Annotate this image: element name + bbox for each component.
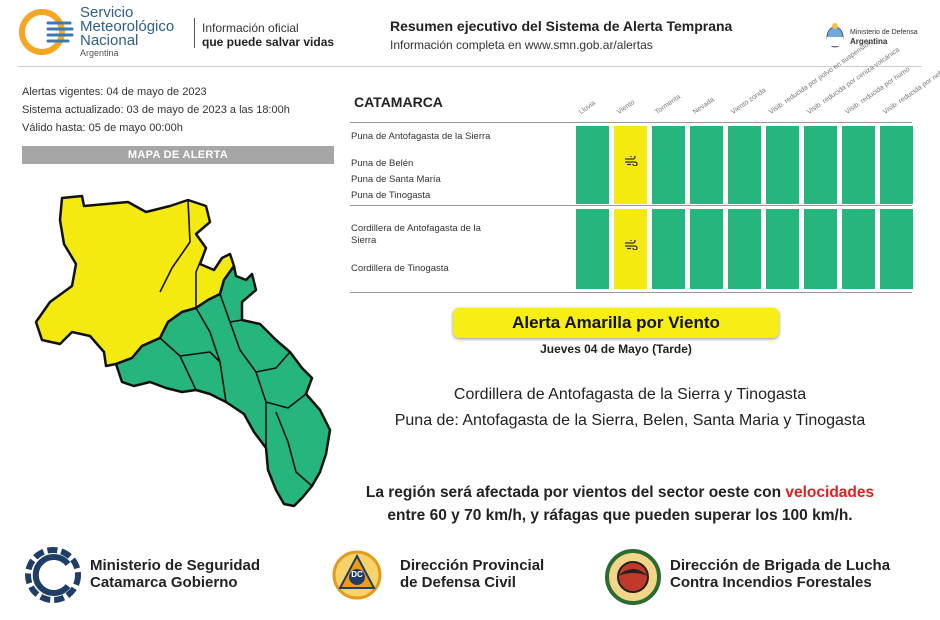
org-country: Argentina xyxy=(80,48,119,58)
alert-cell-group1-neblina xyxy=(880,126,913,204)
wind-icon xyxy=(625,240,638,250)
column-header-lluvia: Lluvia xyxy=(577,99,597,116)
smn-logo xyxy=(19,9,74,55)
alert-cell-group2-neblina xyxy=(880,209,913,289)
zone-puna-santa-maria: Puna de Santa María xyxy=(351,174,441,185)
zone-puna-antofagasta: Puna de Antofagasta de la Sierra xyxy=(351,131,491,142)
wind-icon xyxy=(625,156,638,166)
brigada-line2: Contra Incendios Forestales xyxy=(670,574,872,591)
summary-title: Resumen ejecutivo del Sistema de Alerta … xyxy=(390,18,733,34)
zone-cordillera-tinogasta: Cordillera de Tinogasta xyxy=(351,263,449,274)
org-name-line1: Servicio xyxy=(80,4,134,21)
brigada-logo xyxy=(605,549,661,605)
column-header-polvo: Visib. reducida por polvo en suspensión xyxy=(767,39,874,116)
alert-date: Jueves 04 de Mayo (Tarde) xyxy=(540,342,692,356)
defensa-line2: de Defensa Civil xyxy=(400,574,516,591)
catamarca-alert-map[interactable] xyxy=(20,172,340,512)
official-line2: que puede salvar vidas xyxy=(202,35,335,49)
ministry-text: Ministerio de Defensa Argentina xyxy=(850,28,918,46)
org-name-line3: Nacional xyxy=(80,32,139,49)
header: Servicio Meteorológico Nacional Argentin… xyxy=(0,0,940,64)
zone-cordillera-antofagasta: Cordillera de Antofagasta de la Sierra xyxy=(351,223,481,246)
map-department-borders xyxy=(159,199,313,487)
defensa-civil-badge: DC xyxy=(351,570,363,579)
alert-cell-group2-lluvia xyxy=(576,209,609,289)
seguridad-logo xyxy=(25,547,81,603)
table-rule-top xyxy=(350,122,912,123)
system-updated-text: Sistema actualizado: 03 de mayo de 2023 … xyxy=(22,104,290,116)
alert-cell-group2-ceniza xyxy=(804,209,837,289)
alert-cell-group2-nevada xyxy=(690,209,723,289)
alert-cell-group1-nevada xyxy=(690,126,723,204)
seguridad-line1: Ministerio de Seguridad xyxy=(90,557,261,574)
province-title: CATAMARCA xyxy=(354,94,443,110)
alert-area-line2: Puna de: Antofagasta de la Sierra, Belen… xyxy=(394,412,866,429)
summary-subtitle[interactable]: Información completa en www.smn.gob.ar/a… xyxy=(390,38,653,52)
alert-cell-group2-viento-zonda xyxy=(728,209,761,289)
org-name: Servicio Meteorológico Nacional Argentin… xyxy=(80,4,175,59)
column-header-humo: Visib. reducida por humo xyxy=(843,65,912,116)
alert-cell-group1-polvo xyxy=(766,126,799,204)
ministry-line2: Argentina xyxy=(850,37,888,46)
column-header-nevada: Nevada xyxy=(691,96,716,116)
alert-cell-group1-tormenta xyxy=(652,126,685,204)
alert-cell-group1-ceniza xyxy=(804,126,837,204)
ministry-line1: Ministerio de Defensa xyxy=(850,29,918,36)
alert-cell-group2-tormenta xyxy=(652,209,685,289)
valid-until-text: Válido hasta: 05 de mayo 00:00h xyxy=(22,122,183,134)
column-header-ceniza: Visib. reducida por ceniza volcánica xyxy=(805,46,902,116)
alert-cell-group1-lluvia xyxy=(576,126,609,204)
alerts-active-text: Alertas vigentes: 04 de mayo de 2023 xyxy=(22,86,207,98)
zone-puna-tinogasta: Puna de Tinogasta xyxy=(351,190,431,201)
table-rule-bottom xyxy=(350,292,912,293)
official-line1: Información oficial xyxy=(202,21,299,35)
alert-cell-group2-polvo xyxy=(766,209,799,289)
zone-puna-belen: Puna de Belén xyxy=(351,158,414,169)
official-info: Información oficial que puede salvar vid… xyxy=(202,21,334,49)
column-header-viento: Viento xyxy=(615,98,637,116)
map-title-bar: MAPA DE ALERTA xyxy=(22,146,334,164)
alert-cell-group2-humo xyxy=(842,209,875,289)
column-header-tormenta: Tormenta xyxy=(653,93,682,116)
header-divider xyxy=(194,18,195,48)
alert-cell-group1-viento-zonda xyxy=(728,126,761,204)
alert-area-line1: Cordillera de Antofagasta de la Sierra y… xyxy=(453,386,807,403)
seguridad-text: Ministerio de Seguridad Catamarca Gobier… xyxy=(90,557,260,591)
defensa-line1: Dirección Provincial xyxy=(400,557,545,574)
ministry-shield-icon xyxy=(826,23,844,48)
table-rule-middle xyxy=(350,205,912,206)
brigada-text: Dirección de Brigada de Lucha Contra Inc… xyxy=(670,557,890,591)
seguridad-line2: Catamarca Gobierno xyxy=(90,574,238,591)
alert-message-highlight2: entre 60 y 70 km/h, y ráfagas que pueden… xyxy=(387,507,853,524)
org-name-line2: Meteorológico xyxy=(80,18,175,35)
brigada-line1: Dirección de Brigada de Lucha xyxy=(670,557,891,574)
alert-message-highlight1: velocidades xyxy=(785,484,875,501)
alert-message-line1: La región será afectada por vientos del … xyxy=(300,484,940,502)
column-header-neblina: Visib. reducida por neblina xyxy=(881,63,940,116)
alert-cell-group1-humo xyxy=(842,126,875,204)
defensa-civil-text: Dirección Provincial de Defensa Civil xyxy=(400,557,544,591)
header-rule xyxy=(18,66,922,67)
alert-level-banner: Alerta Amarilla por Viento xyxy=(453,308,779,338)
alert-message-text: La región será afectada por vientos del … xyxy=(365,484,786,501)
column-header-viento-zonda: Viento zonda xyxy=(729,86,768,116)
defensa-civil-logo xyxy=(332,550,382,600)
